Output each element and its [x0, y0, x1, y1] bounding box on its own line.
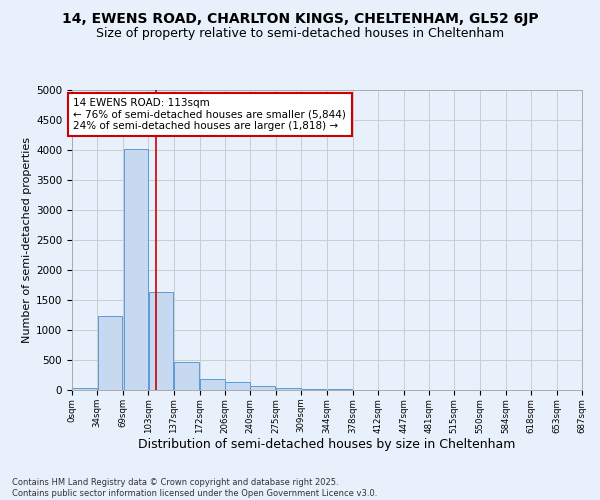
- Bar: [302, 389, 326, 390]
- Text: 14 EWENS ROAD: 113sqm
← 76% of semi-detached houses are smaller (5,844)
24% of s: 14 EWENS ROAD: 113sqm ← 76% of semi-deta…: [73, 98, 346, 131]
- Y-axis label: Number of semi-detached properties: Number of semi-detached properties: [22, 137, 32, 343]
- Bar: [72, 388, 97, 390]
- Bar: [225, 382, 250, 390]
- X-axis label: Distribution of semi-detached houses by size in Cheltenham: Distribution of semi-detached houses by …: [139, 438, 515, 451]
- Bar: [174, 362, 199, 390]
- Text: Contains HM Land Registry data © Crown copyright and database right 2025.
Contai: Contains HM Land Registry data © Crown c…: [12, 478, 377, 498]
- Text: Size of property relative to semi-detached houses in Cheltenham: Size of property relative to semi-detach…: [96, 28, 504, 40]
- Bar: [250, 386, 275, 390]
- Bar: [149, 292, 173, 390]
- Bar: [98, 316, 122, 390]
- Text: 14, EWENS ROAD, CHARLTON KINGS, CHELTENHAM, GL52 6JP: 14, EWENS ROAD, CHARLTON KINGS, CHELTENH…: [62, 12, 538, 26]
- Bar: [200, 378, 224, 390]
- Bar: [124, 149, 148, 390]
- Bar: [277, 388, 301, 390]
